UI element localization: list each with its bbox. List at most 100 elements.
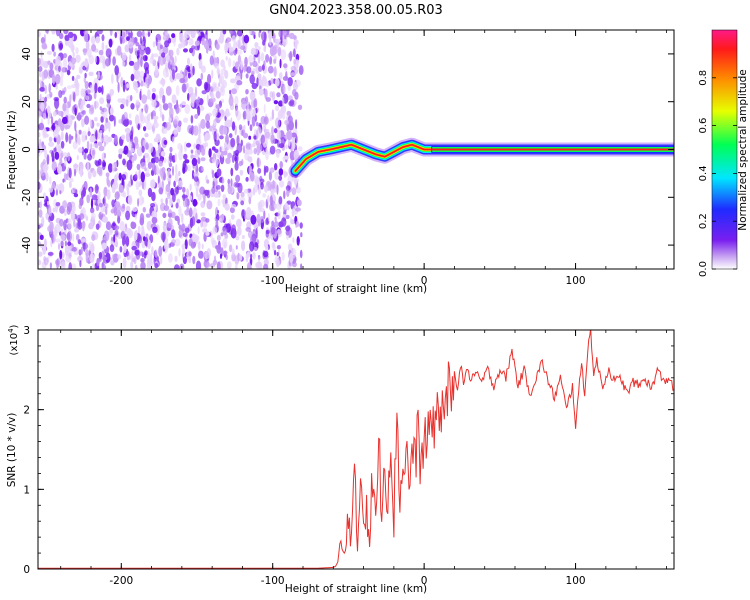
noise-speckle: [197, 226, 200, 235]
noise-speckle: [215, 218, 219, 229]
noise-speckle: [42, 112, 47, 120]
noise-speckle: [213, 83, 217, 89]
noise-speckle: [192, 198, 198, 207]
noise-speckle: [230, 167, 234, 177]
noise-speckle: [201, 243, 204, 250]
noise-speckle: [300, 263, 303, 269]
noise-speckle: [206, 94, 209, 103]
noise-speckle: [191, 157, 198, 167]
noise-speckle: [265, 54, 270, 63]
noise-speckle: [141, 30, 145, 38]
noise-speckle: [139, 90, 142, 101]
noise-speckle: [107, 136, 113, 143]
noise-speckle: [249, 91, 256, 101]
x-tick-label: 0: [421, 275, 428, 287]
noise-speckle: [211, 69, 214, 79]
noise-speckle: [173, 264, 180, 269]
noise-speckle: [300, 232, 303, 238]
noise-speckle: [125, 30, 129, 35]
noise-speckle: [200, 118, 206, 130]
noise-speckle: [273, 204, 278, 209]
noise-speckle: [48, 141, 55, 147]
noise-speckle: [60, 140, 65, 149]
noise-speckle: [234, 161, 239, 171]
noise-speckle: [51, 30, 56, 35]
noise-speckle: [95, 130, 98, 140]
noise-speckle: [51, 161, 57, 171]
snr-series-line: [38, 330, 674, 569]
noise-speckle: [186, 205, 189, 213]
noise-speckle: [219, 135, 224, 140]
noise-speckle: [58, 65, 61, 73]
noise-speckle: [125, 205, 131, 213]
noise-speckle: [255, 262, 258, 268]
noise-speckle: [169, 107, 174, 119]
y-tick-label: 40: [21, 47, 33, 60]
noise-speckle: [252, 251, 256, 260]
noise-speckle: [122, 80, 126, 86]
noise-speckle: [225, 157, 231, 165]
noise-speckle: [145, 55, 148, 61]
noise-speckle: [174, 55, 177, 64]
noise-speckle: [182, 232, 188, 237]
noise-speckle: [189, 217, 194, 228]
colorbar-label: Normalized spectral amplitude: [737, 69, 749, 230]
noise-speckle: [171, 69, 176, 80]
noise-speckle: [205, 218, 210, 223]
noise-speckle: [130, 73, 135, 82]
noise-speckle: [49, 262, 53, 269]
noise-speckle: [135, 42, 140, 47]
noise-speckle: [227, 57, 232, 68]
noise-speckle: [144, 133, 149, 138]
noise-speckle: [152, 226, 158, 233]
noise-speckle: [151, 92, 156, 100]
noise-speckle: [276, 252, 279, 257]
noise-speckle: [139, 108, 144, 120]
noise-speckle: [165, 86, 172, 96]
noise-speckle: [162, 67, 169, 78]
noise-speckle: [54, 230, 58, 238]
noise-speckle: [228, 133, 233, 139]
noise-speckle: [222, 227, 228, 236]
noise-speckle: [269, 56, 273, 65]
noise-speckle: [227, 152, 233, 159]
noise-speckle: [63, 96, 67, 104]
noise-speckle: [73, 193, 79, 198]
noise-speckle: [256, 213, 261, 224]
noise-speckle: [128, 141, 133, 150]
noise-speckle: [113, 234, 116, 243]
noise-speckle: [59, 43, 63, 50]
noise-speckle: [47, 110, 52, 119]
noise-speckle: [190, 115, 194, 124]
noise-speckle: [40, 101, 45, 112]
noise-speckle: [98, 145, 105, 152]
noise-speckle: [209, 55, 214, 66]
noise-speckle: [131, 156, 135, 164]
noise-speckle: [102, 256, 108, 261]
noise-speckle: [74, 168, 76, 177]
noise-speckle: [42, 192, 47, 200]
noise-speckle: [101, 41, 105, 51]
noise-speckle: [256, 143, 263, 154]
noise-speckle: [272, 243, 276, 253]
noise-speckle: [282, 76, 289, 81]
noise-speckle: [136, 163, 141, 171]
noise-speckle: [238, 160, 243, 167]
noise-speckle: [234, 125, 237, 136]
noise-speckle: [85, 216, 89, 221]
noise-speckle: [123, 226, 127, 234]
noise-speckle: [234, 95, 239, 107]
noise-speckle: [38, 31, 41, 38]
noise-speckle: [225, 112, 228, 118]
noise-speckle: [127, 194, 133, 206]
noise-speckle: [243, 111, 247, 119]
noise-speckle: [139, 36, 143, 45]
noise-speckle: [224, 141, 228, 149]
noise-speckle: [216, 261, 221, 269]
noise-speckle: [295, 119, 298, 130]
noise-speckle: [39, 81, 43, 87]
noise-speckle: [210, 92, 214, 99]
noise-speckle: [162, 222, 168, 231]
noise-speckle: [188, 238, 193, 247]
